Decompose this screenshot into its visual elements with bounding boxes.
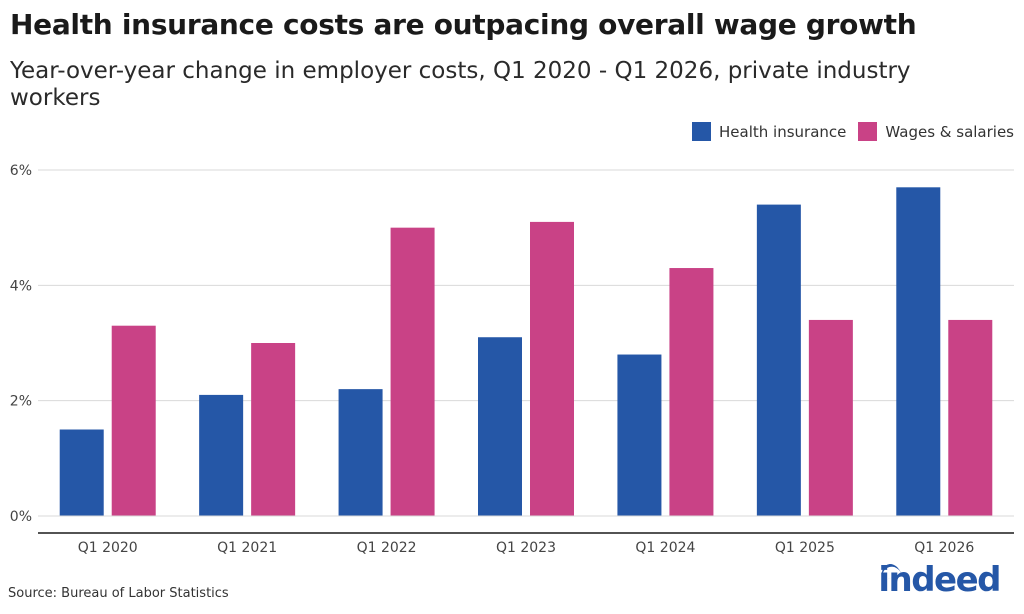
bar-health-insurance xyxy=(338,389,383,516)
bar-wages-salaries xyxy=(808,319,853,516)
bar-health-insurance xyxy=(478,337,522,516)
legend-swatch-wages-salaries xyxy=(858,122,878,141)
y-tick-label: 6% xyxy=(10,163,32,179)
bar-wages-salaries xyxy=(251,343,296,516)
bar-health-insurance xyxy=(59,429,104,516)
bar-wages-salaries xyxy=(111,325,156,516)
logo-text: indeed xyxy=(878,560,1001,600)
bar-health-insurance xyxy=(617,354,662,516)
x-tick-label: Q1 2025 xyxy=(775,540,835,556)
y-tick-label: 0% xyxy=(10,509,32,525)
bar-wages-salaries xyxy=(530,221,574,516)
legend-label-health-insurance: Health insurance xyxy=(719,122,847,141)
x-tick-label: Q1 2022 xyxy=(357,540,417,556)
x-tick-label: Q1 2026 xyxy=(914,540,974,556)
bar-wages-salaries xyxy=(669,268,714,516)
chart-subtitle: Year-over-year change in employer costs,… xyxy=(10,58,911,111)
indeed-logo: indeed xyxy=(878,560,1001,600)
x-tick-label: Q1 2021 xyxy=(217,540,277,556)
source-note: Source: Bureau of Labor Statistics xyxy=(8,586,229,601)
y-tick-label: 4% xyxy=(10,278,32,294)
chart-title: Health insurance costs are outpacing ove… xyxy=(10,8,917,41)
bar-wages-salaries xyxy=(390,227,435,516)
x-tick-label: Q1 2020 xyxy=(78,540,138,556)
y-tick-label: 2% xyxy=(10,394,32,410)
legend-label-wages-salaries: Wages & salaries xyxy=(885,122,1014,141)
x-tick-label: Q1 2024 xyxy=(635,540,695,556)
bar-wages-salaries xyxy=(948,319,993,516)
x-tick-label: Q1 2023 xyxy=(496,540,556,556)
legend-item-health-insurance: Health insurance xyxy=(692,122,846,141)
legend-swatch-health-insurance xyxy=(692,122,712,141)
bar-health-insurance xyxy=(756,204,801,516)
chart-legend: Health insurance Wages & salaries xyxy=(680,122,1014,141)
bar-health-insurance xyxy=(896,187,941,517)
bar-health-insurance xyxy=(199,394,244,516)
legend-item-wages-salaries: Wages & salaries xyxy=(858,122,1014,141)
